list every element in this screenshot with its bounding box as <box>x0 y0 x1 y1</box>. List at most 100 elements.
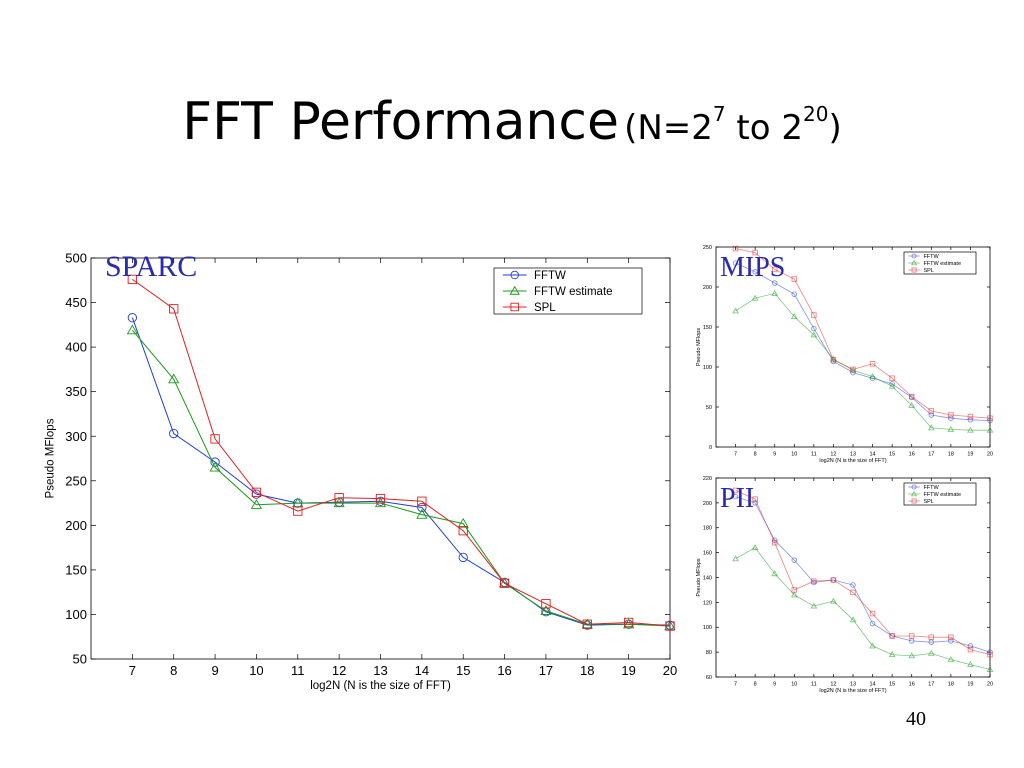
mips-data-point <box>869 361 876 367</box>
mips-data-point <box>888 382 896 389</box>
mips-x-axis-label: log2N (N is the size of FFT) <box>819 458 886 464</box>
title-range: (N=27 to 220) <box>624 102 842 148</box>
sparc-ytick-label: 250 <box>65 473 87 488</box>
pii-data-point <box>869 610 876 617</box>
pii-data-point <box>830 577 837 583</box>
pii-xtick-label: 18 <box>948 682 954 688</box>
title-range-prefix: (N=2 <box>624 108 713 148</box>
sparc-data-point <box>127 274 138 285</box>
mips-data-point <box>850 366 856 373</box>
sparc-xtick-label: 16 <box>497 663 511 678</box>
mips-data-point <box>771 280 778 286</box>
mips-data-point <box>790 313 798 320</box>
pii-data-point <box>732 493 739 500</box>
title-main: FFT Performance <box>182 92 619 152</box>
mips-data-point <box>811 312 817 318</box>
title-range-mid: to 2 <box>725 108 804 148</box>
mips-y-axis-label: Pseudo MFlops <box>696 328 702 366</box>
sparc-data-point <box>582 619 592 629</box>
pii-series-line <box>735 490 991 655</box>
pii-data-point <box>967 643 974 649</box>
pii-ytick-label: 160 <box>703 551 712 557</box>
sparc-data-point <box>417 496 427 506</box>
pii-data-point <box>732 555 739 562</box>
sparc-data-point <box>334 493 344 503</box>
sparc-data-point <box>540 605 552 615</box>
pii-series-line <box>735 547 991 670</box>
title-exponent-end: 20 <box>803 102 829 126</box>
sparc-xtick-label: 7 <box>129 663 136 678</box>
mips-xtick-label: 7 <box>734 452 737 458</box>
sparc-xtick-label: 12 <box>332 663 346 678</box>
mips-legend-box <box>903 251 977 275</box>
pii-legend-box <box>903 482 977 506</box>
pii-data-point <box>928 634 935 640</box>
sparc-ytick-label: 300 <box>65 429 87 444</box>
mips-data-point <box>771 266 778 273</box>
sparc-data-point <box>665 621 675 631</box>
mips-data-point <box>791 291 798 297</box>
pii-data-point <box>948 638 954 644</box>
pii-data-point <box>948 634 954 640</box>
pii-data-point <box>850 589 856 596</box>
sparc-ytick-label: 100 <box>65 607 87 622</box>
pii-ytick-label: 140 <box>703 575 712 581</box>
pii-xtick-label: 9 <box>773 682 776 688</box>
sparc-ytick-label: 150 <box>65 562 87 577</box>
mips-xtick-label: 13 <box>850 452 856 458</box>
mips-data-point <box>967 413 974 420</box>
sparc-ytick-label: 50 <box>73 652 87 667</box>
title-range-suffix: ) <box>828 108 842 148</box>
mips-data-point <box>908 401 916 408</box>
mips-data-point <box>830 355 837 362</box>
mips-data-point <box>928 408 935 414</box>
sparc-xtick-label: 20 <box>663 663 677 678</box>
mips-ytick-label: 250 <box>703 245 712 251</box>
pii-xtick-label: 17 <box>928 682 934 688</box>
pii-xtick-label: 13 <box>850 682 856 688</box>
pii-data-point <box>790 591 798 598</box>
title-exponent-start: 7 <box>712 102 726 126</box>
mips-data-point <box>986 426 994 433</box>
mips-data-point <box>751 294 759 301</box>
pii-data-point <box>986 665 994 672</box>
sparc-data-point <box>499 578 510 588</box>
pii-panel-label: PII <box>720 483 754 514</box>
mips-data-point <box>752 269 758 275</box>
mips-xtick-label: 14 <box>870 452 876 458</box>
page-number: 40 <box>906 708 926 730</box>
pii-series-line <box>735 496 991 653</box>
mips-xtick-label: 10 <box>791 452 797 458</box>
sparc-y-axis-label: Pseudo MFlops <box>44 418 56 498</box>
mips-legend-swatch-marker <box>910 259 918 266</box>
sparc-data-point <box>127 313 138 323</box>
pii-legend-label: SPL <box>923 499 933 505</box>
pii-x-axis-label: log2N (N is the size of FFT) <box>819 688 886 694</box>
pii-ytick-label: 80 <box>706 650 712 656</box>
pii-ytick-label: 120 <box>703 600 712 606</box>
sparc-legend-swatch-marker <box>509 285 520 295</box>
mips-data-point <box>849 366 857 373</box>
pii-ytick-label: 220 <box>703 476 712 482</box>
mips-data-point <box>908 393 915 400</box>
mips-ytick-label: 0 <box>709 445 712 451</box>
sparc-ytick-label: 400 <box>65 340 87 355</box>
mips-panel-label: MIPS <box>720 252 785 283</box>
sparc-xtick-label: 19 <box>621 663 635 678</box>
sparc-xtick-label: 17 <box>539 663 553 678</box>
mips-series-line <box>735 248 991 419</box>
sparc-x-axis-label: log2N (N is the size of FFT) <box>310 680 451 692</box>
pii-legend-label: FFTW <box>923 485 939 491</box>
mips-data-point <box>889 375 895 381</box>
sparc-legend-label: FFTW <box>534 270 566 282</box>
mips-data-point <box>927 424 935 431</box>
pii-plot-frame <box>715 477 991 678</box>
pii-legend-swatch-marker <box>910 490 918 497</box>
sparc-data-point <box>623 617 634 628</box>
mips-data-point <box>928 412 935 418</box>
sparc-data-point <box>169 428 179 439</box>
mips-data-point <box>987 415 993 421</box>
sparc-data-point <box>168 373 180 384</box>
sparc-xtick-label: 10 <box>249 663 263 678</box>
sparc-xtick-label: 14 <box>415 663 429 678</box>
